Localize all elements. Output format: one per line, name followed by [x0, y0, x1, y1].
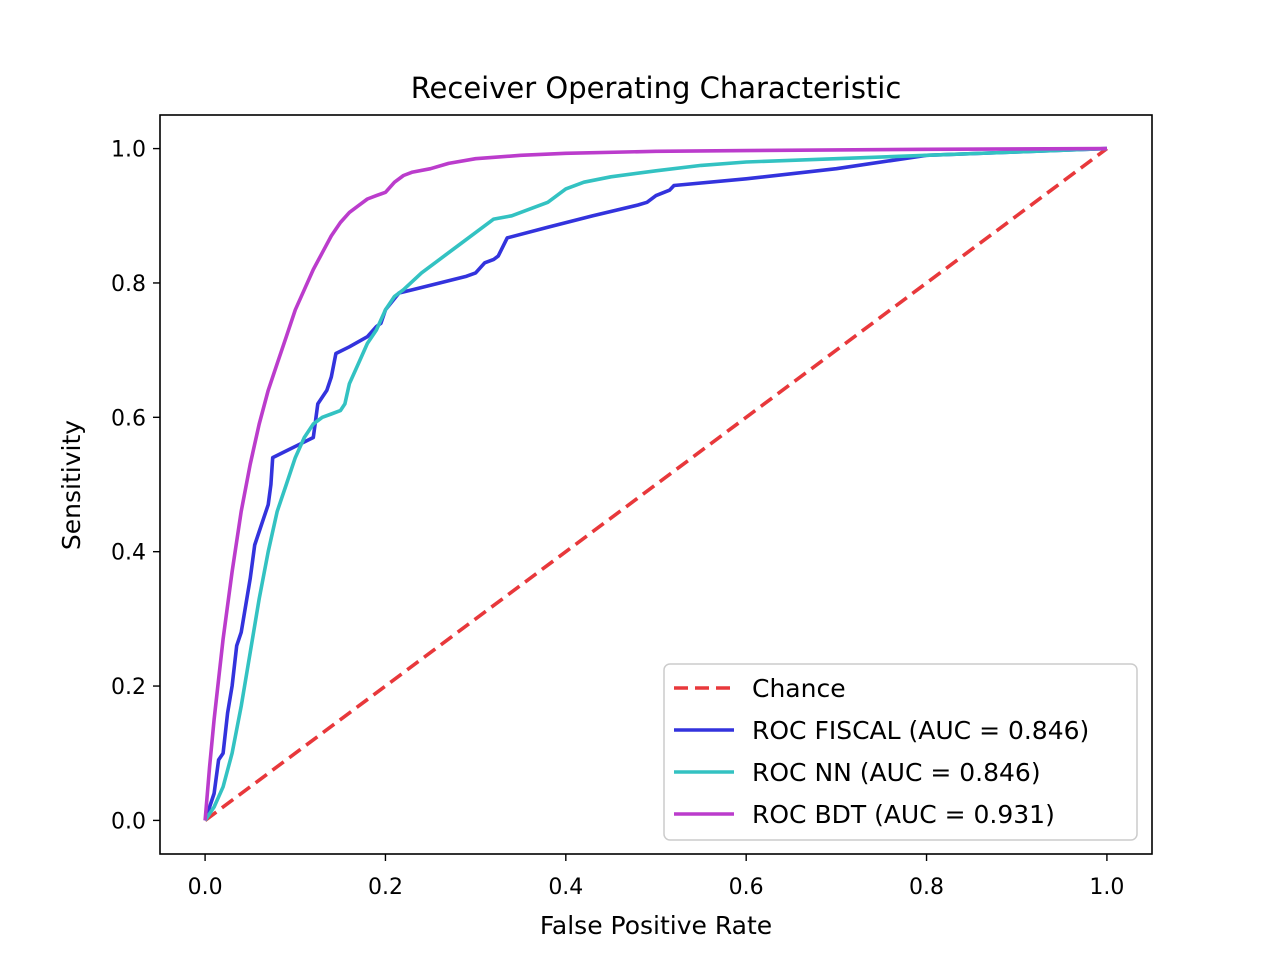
- y-tick-label: 0.0: [111, 809, 146, 834]
- legend-entry-2: ROC NN (AUC = 0.846): [752, 758, 1041, 787]
- y-tick-label: 1.0: [111, 138, 146, 163]
- legend-box: [663, 663, 1138, 841]
- legend-entry-1: ROC FISCAL (AUC = 0.846): [752, 716, 1089, 745]
- legend: Chance ROC FISCAL (AUC = 0.846) ROC NN (AU…: [663, 663, 1138, 841]
- series-line-3: [203, 146, 1107, 821]
- series-line-0: [204, 147, 1108, 822]
- x-axis-label: False Positive Rate: [540, 911, 772, 940]
- x-tick-label: 0.8: [909, 875, 944, 900]
- x-tick-label: 0.0: [188, 875, 223, 900]
- plot-lines: [203, 146, 1108, 822]
- y-axis-ticks: 0.0 0.2 0.4 0.6 0.8 1.0: [111, 138, 160, 834]
- plot-frame: [159, 114, 1153, 855]
- series-line-1: [203, 146, 1107, 821]
- x-tick-label: 1.0: [1089, 875, 1124, 900]
- legend-entry-3: ROC BDT (AUC = 0.931): [752, 800, 1055, 829]
- x-axis-ticks: 0.0 0.2 0.4 0.6 0.8 1.0: [188, 854, 1124, 900]
- y-tick-label: 0.2: [111, 675, 146, 700]
- x-tick-label: 0.6: [729, 875, 764, 900]
- y-tick-label: 0.4: [111, 541, 146, 566]
- y-tick-label: 0.8: [111, 272, 146, 297]
- series-line-2: [203, 146, 1107, 822]
- chart-title: Receiver Operating Characteristic: [411, 71, 902, 105]
- x-tick-label: 0.4: [548, 875, 583, 900]
- y-tick-label: 0.6: [111, 406, 146, 431]
- legend-entry-0: Chance: [752, 674, 846, 703]
- x-tick-label: 0.2: [368, 875, 403, 900]
- y-axis-label: Sensitivity: [57, 420, 86, 550]
